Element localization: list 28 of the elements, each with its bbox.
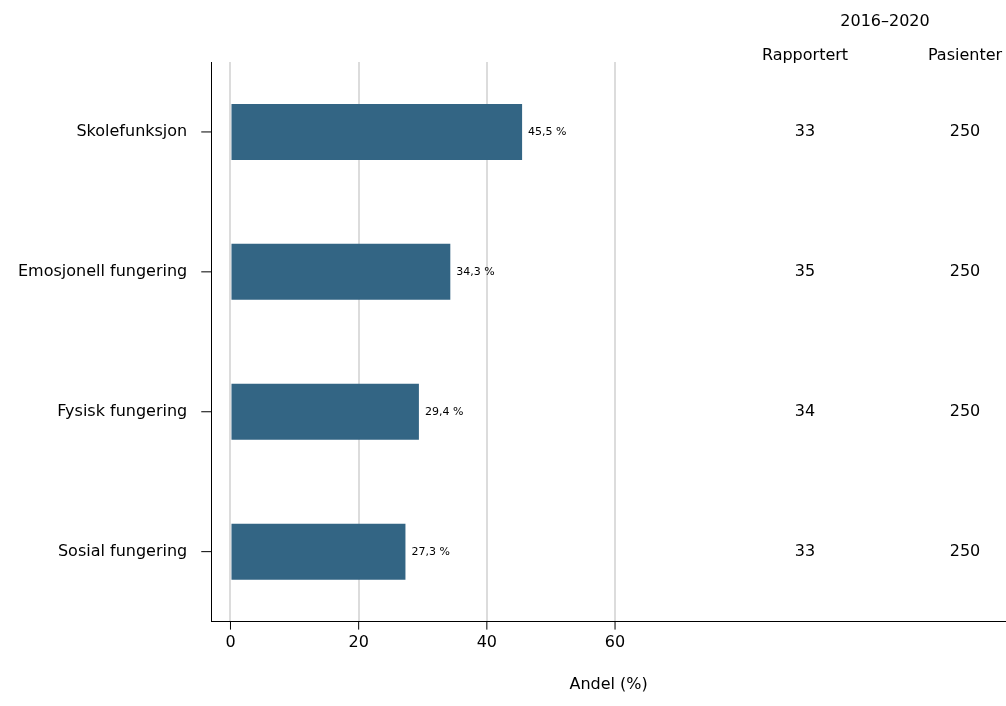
x-tick-label: 40	[476, 632, 498, 652]
annotation: 250	[949, 540, 981, 560]
annotation: 35	[794, 261, 816, 281]
annotation: 250	[949, 121, 981, 141]
annotation: 33	[794, 540, 816, 560]
annotation: 250	[949, 400, 981, 420]
annotation: Rapportert	[761, 45, 849, 65]
x-tick-label: 20	[348, 632, 369, 652]
y-tick-label: Fysisk fungering	[57, 400, 188, 420]
y-tick-label: Sosial fungering	[57, 540, 188, 560]
data-label: 27,3 %	[411, 544, 450, 558]
x-tick-label: 0	[225, 632, 236, 652]
annotation: 34	[794, 400, 816, 420]
data-label: 29,4 %	[424, 404, 464, 418]
bar	[231, 243, 451, 300]
y-tick-label: Skolefunksjon	[76, 121, 188, 141]
data-label: 34,3 %	[456, 264, 495, 278]
bar	[231, 383, 419, 440]
annotation: 33	[794, 121, 816, 141]
bar	[231, 523, 406, 580]
bar	[231, 103, 523, 160]
annotation: Pasienter	[927, 45, 1003, 65]
y-tick-label: Emosjonell fungering	[18, 261, 188, 281]
x-axis-title: Andel (%)	[569, 673, 648, 693]
data-label: 45,5 %	[528, 124, 567, 138]
text: 2016–2020	[840, 11, 930, 31]
annotation: 250	[949, 261, 981, 281]
x-tick-label: 60	[604, 632, 626, 652]
